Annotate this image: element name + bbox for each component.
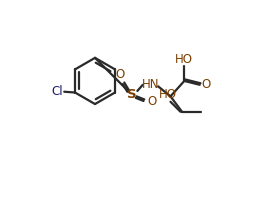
Text: O: O (116, 67, 125, 81)
Text: Cl: Cl (51, 85, 63, 98)
Text: HO: HO (174, 53, 193, 66)
Text: HO: HO (159, 88, 177, 101)
Text: O: O (147, 95, 157, 108)
Text: O: O (201, 78, 210, 90)
Text: HN: HN (142, 78, 159, 91)
Text: S: S (127, 88, 137, 101)
